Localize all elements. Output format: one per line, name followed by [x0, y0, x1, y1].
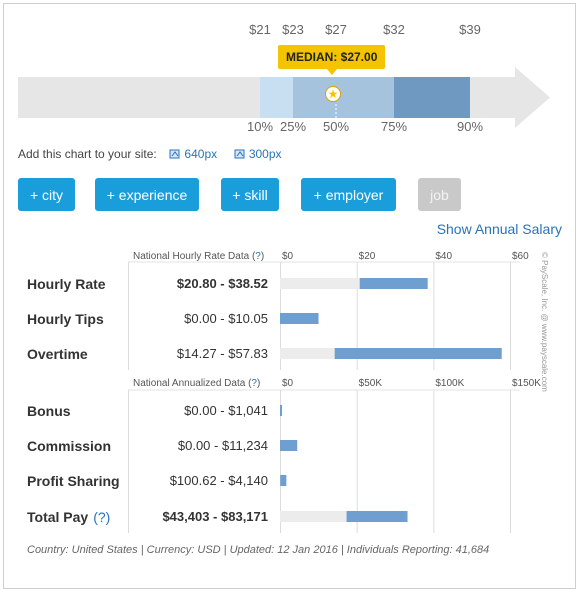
payscale-watermark: © PayScale, Inc. @ www.payscale.com [540, 252, 549, 392]
row-range-value: $14.27 - $57.83 [176, 346, 268, 361]
help-icon[interactable]: (?) [93, 509, 111, 525]
row-range-value: $0.00 - $1,041 [184, 403, 268, 418]
bar-track [280, 511, 408, 522]
median-badge: MEDIAN: $27.00 [278, 45, 386, 75]
percentile-label: 25% [279, 119, 307, 134]
show-annual-salary-link[interactable]: Show Annual Salary [436, 221, 562, 237]
percentile-value-label: $39 [459, 22, 481, 37]
embed-640-label: 640px [184, 147, 218, 161]
embed-640-link[interactable]: 640px [169, 147, 220, 161]
add-experience-button[interactable]: + experience [95, 178, 199, 211]
percentile-label: 75% [380, 119, 408, 134]
add-chart-row: Add this chart to your site: 640px 300px [18, 147, 282, 161]
add-chart-label: Add this chart to your site: [18, 147, 157, 161]
percentile-range-svg [18, 67, 550, 128]
data-footer: Country: United States | Currency: USD |… [27, 544, 490, 556]
axis-tick-label: $40 [435, 251, 453, 262]
embed-icon [234, 149, 245, 159]
axis-tick-label: $60 [512, 251, 529, 262]
range-bar [359, 278, 428, 289]
add-employer-button[interactable]: + employer [301, 178, 396, 211]
pay-bars-svg [128, 261, 520, 533]
range-bar [280, 440, 298, 451]
row-label-text: Hourly Rate [27, 276, 106, 292]
row-label-text: Commission [27, 438, 112, 454]
job-button: job [418, 178, 461, 211]
star-icon: ★ [325, 86, 341, 102]
range-bar [280, 475, 287, 486]
row-label-text: Hourly Tips [27, 311, 104, 327]
hourly-data-header: National Hourly Rate Data (?) [133, 251, 264, 262]
percentile-label: 10% [246, 119, 274, 134]
range-bar [346, 511, 408, 522]
axis-tick-label: $150K [512, 378, 541, 389]
row-range-value: $0.00 - $10.05 [184, 311, 268, 326]
row-label-text: Bonus [27, 403, 71, 419]
row-label: Hourly Rate [27, 276, 106, 292]
percentile-value-label: $32 [383, 22, 405, 37]
axis-tick-label: $0 [282, 251, 294, 262]
bar-track [280, 278, 428, 289]
row-label: Overtime [27, 346, 88, 362]
row-range-value: $100.62 - $4,140 [169, 473, 268, 488]
add-city-button[interactable]: + city [18, 178, 75, 211]
hourly-header-text: National Hourly Rate Data ( [133, 251, 256, 262]
row-range-value: $43,403 - $83,171 [162, 509, 268, 524]
range-band-75-90 [394, 77, 470, 118]
percentile-label: 50% [322, 119, 350, 134]
range-band-10-25 [260, 77, 293, 118]
annual-data-header: National Annualized Data (?) [133, 378, 260, 389]
row-label: Bonus [27, 403, 71, 419]
embed-300-link[interactable]: 300px [234, 147, 282, 161]
row-label: Total Pay (?) [27, 509, 110, 525]
range-band-25-75 [293, 77, 394, 118]
axis-tick-label: $20 [358, 251, 376, 262]
embed-icon [169, 149, 180, 159]
row-label: Commission [27, 438, 111, 454]
percentile-label: 90% [456, 119, 484, 134]
percentile-value-label: $27 [325, 22, 347, 37]
range-bar [334, 348, 502, 359]
row-range-value: $0.00 - $11,234 [177, 438, 268, 453]
percentile-value-label: $23 [282, 22, 304, 37]
row-label-text: Profit Sharing [27, 473, 120, 489]
row-label-text: Overtime [27, 346, 88, 362]
add-skill-button[interactable]: + skill [221, 178, 279, 211]
percentile-value-label: $21 [249, 22, 271, 37]
row-label: Hourly Tips [27, 311, 104, 327]
embed-300-label: 300px [248, 147, 282, 161]
range-bar [280, 313, 319, 324]
annual-header-close: ) [256, 378, 261, 389]
help-icon[interactable]: ? [251, 378, 257, 389]
help-icon[interactable]: ? [255, 251, 261, 262]
axis-tick-label: $100K [435, 378, 465, 389]
range-bar [280, 405, 282, 416]
row-label-text: Total Pay [27, 509, 89, 525]
hourly-header-close: ) [260, 251, 265, 262]
axis-tick-label: $0 [282, 378, 294, 389]
axis-tick-label: $50K [358, 378, 383, 389]
row-label: Profit Sharing [27, 473, 120, 489]
row-range-value: $20.80 - $38.52 [176, 276, 268, 291]
annual-header-text: National Annualized Data ( [133, 378, 252, 389]
